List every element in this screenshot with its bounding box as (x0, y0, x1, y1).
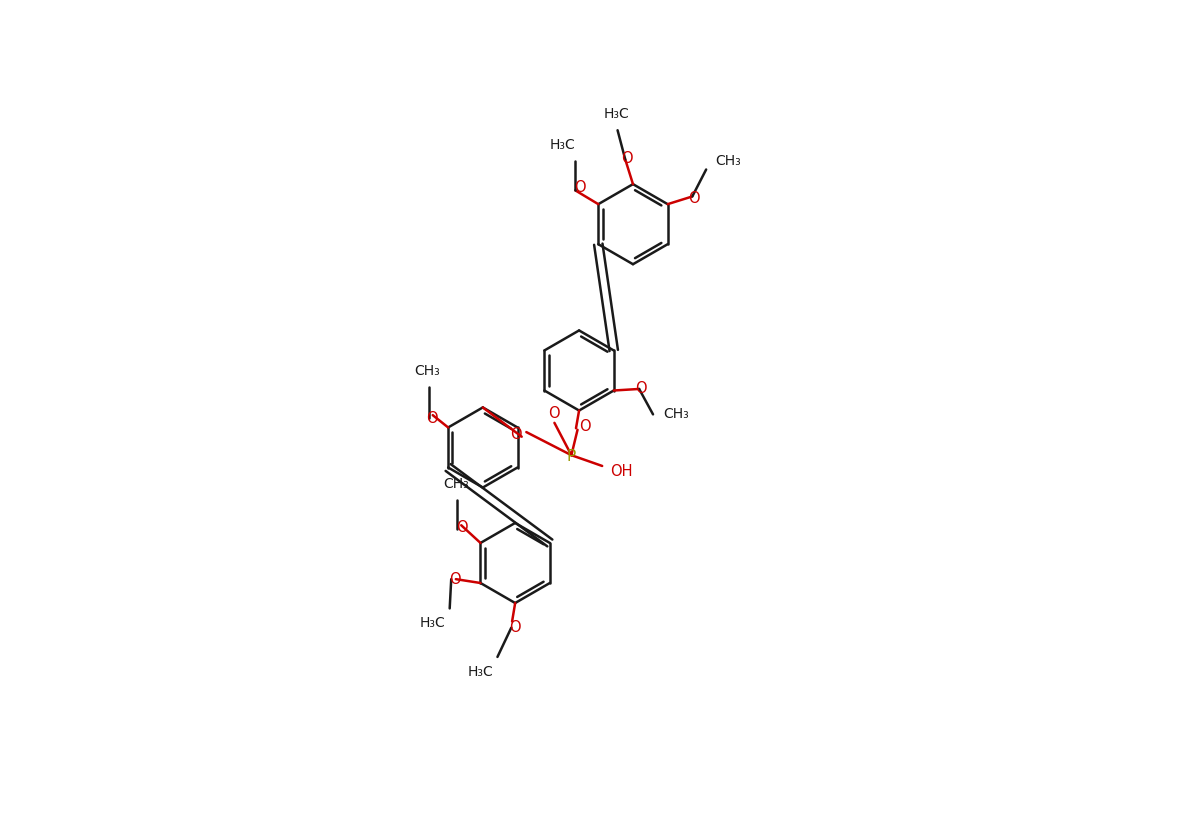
Text: H₃C: H₃C (603, 107, 628, 121)
Text: CH₃: CH₃ (414, 364, 440, 378)
Text: CH₃: CH₃ (443, 477, 469, 490)
Text: O: O (547, 405, 559, 420)
Text: O: O (635, 380, 646, 395)
Text: O: O (450, 571, 461, 586)
Text: CH₃: CH₃ (715, 154, 740, 168)
Text: O: O (574, 180, 585, 195)
Text: O: O (578, 418, 590, 433)
Text: O: O (426, 410, 438, 426)
Text: OH: OH (610, 463, 633, 478)
Text: O: O (509, 619, 521, 634)
Text: O: O (621, 151, 633, 166)
Text: O: O (688, 191, 700, 206)
Text: CH₃: CH₃ (663, 406, 689, 421)
Text: O: O (456, 519, 468, 534)
Text: H₃C: H₃C (468, 664, 494, 678)
Text: O: O (509, 426, 521, 441)
Text: H₃C: H₃C (420, 615, 445, 630)
Text: H₃C: H₃C (550, 138, 576, 152)
Text: P: P (566, 448, 576, 463)
